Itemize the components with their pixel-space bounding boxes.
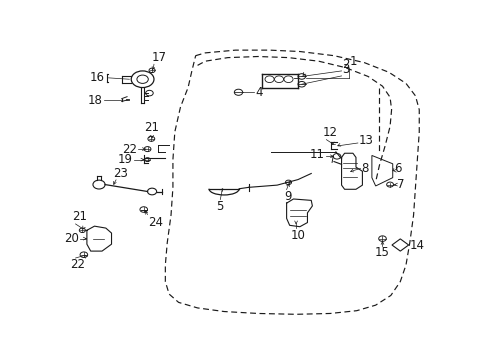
Text: 2: 2	[342, 58, 349, 71]
Text: 19: 19	[118, 153, 133, 166]
Text: 17: 17	[152, 51, 167, 64]
Text: 4: 4	[255, 86, 262, 99]
Text: 10: 10	[290, 229, 305, 243]
Text: 11: 11	[309, 148, 324, 161]
Text: 22: 22	[122, 143, 137, 156]
Text: 13: 13	[358, 134, 373, 147]
Text: 14: 14	[409, 239, 424, 252]
Text: 20: 20	[64, 232, 79, 245]
Text: 18: 18	[88, 94, 102, 107]
Text: 9: 9	[284, 190, 292, 203]
Text: 16: 16	[89, 71, 104, 84]
Text: 8: 8	[361, 162, 368, 175]
Text: 21: 21	[144, 121, 159, 134]
Text: 5: 5	[216, 200, 224, 213]
Text: 7: 7	[396, 178, 403, 191]
Text: 23: 23	[113, 167, 128, 180]
Text: 3: 3	[342, 63, 349, 76]
Text: 12: 12	[322, 126, 337, 139]
Text: 22: 22	[70, 258, 85, 271]
Text: 24: 24	[148, 216, 163, 229]
Text: 1: 1	[349, 55, 357, 68]
Text: 21: 21	[72, 210, 87, 223]
Text: 15: 15	[374, 246, 389, 260]
Text: 6: 6	[394, 162, 401, 175]
